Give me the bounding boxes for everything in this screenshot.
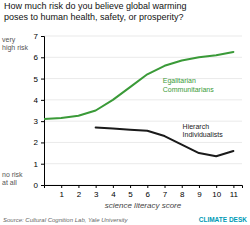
tick-mark [41,185,44,186]
text-line: Individualists [183,131,224,138]
tick-mark [113,185,114,188]
tick: 7 [34,32,44,41]
tick-label: 8 [180,190,185,199]
y-axis: 0 1 2 3 4 5 6 7 [34,32,45,190]
tick-mark [147,185,148,188]
tick-label: 1 [59,190,64,199]
grid-line [44,57,242,58]
tick: 11 [230,185,239,199]
grid-line [44,121,242,122]
tick: 4 [34,96,44,105]
grid-line [44,142,242,143]
tick-mark [41,142,44,143]
annotation: no riskat all [2,171,23,186]
tick: 3 [94,185,99,199]
grid-line [44,36,242,37]
annotation: veryhigh risk [2,36,29,52]
tick-label: 5 [128,190,133,199]
tick-label: 9 [197,190,202,199]
tick: 9 [197,185,202,199]
tick: 5 [34,75,44,84]
text-line: poses to human health, safety, or prospe… [4,12,183,22]
tick-label: 4 [111,190,116,199]
tick-mark [41,121,44,122]
tick-mark [78,185,79,188]
tick: 6 [146,185,151,199]
tick: 2 [34,138,44,147]
series-line [44,52,233,119]
tick: 5 [128,185,133,199]
axis-line [41,37,45,186]
tick-mark [233,185,234,188]
tick-label: 3 [34,117,39,126]
tick-mark [41,79,44,80]
tick-label: 3 [94,190,99,199]
tick-mark [182,185,183,188]
chart: How much risk do you believe global warm… [0,0,250,225]
tick-mark [61,185,62,188]
tick-label: 0 [34,181,39,190]
tick-label: 2 [77,190,82,199]
tick-label: 4 [34,96,39,105]
tick: 8 [180,185,185,199]
tick: 3 [34,117,44,126]
tick-mark [41,100,44,101]
text-line: Hierarch [183,123,210,130]
series-label: HierarchIndividualists [183,123,224,138]
x-label: science literacy score [105,201,182,210]
tick-mark [199,185,200,188]
tick: 4 [111,185,116,199]
tick-label: 7 [34,32,39,41]
text-line: How much risk do you believe global warm… [4,1,187,11]
tick-mark [96,185,97,188]
tick-mark [41,57,44,58]
text-line: high risk [2,44,29,52]
title: How much risk do you believe global warm… [4,1,187,22]
grid-line [44,99,242,100]
grid-line [44,163,242,164]
source: Source: Cultural Cognition Lab, Yale Uni… [3,217,129,223]
plot-area [44,52,233,156]
tick: 7 [163,185,168,199]
tick-mark [216,185,217,188]
tick-label: 7 [163,190,168,199]
tick-label: 1 [34,160,39,169]
grid [44,36,242,185]
axis-line [45,186,243,189]
tick: 1 [34,160,44,169]
x-axis: 1 2 3 4 5 6 7 8 9 10 11 [45,185,243,199]
tick-label: 10 [212,190,221,199]
text-line: Egalitarian [163,77,196,85]
tick: 2 [77,185,82,199]
tick-label: 2 [34,138,39,147]
tick-label: 11 [230,190,239,199]
tick-label: 6 [34,53,39,62]
tick-label: 5 [34,75,39,84]
text-line: at all [2,179,17,186]
series-line [96,128,234,157]
tick-mark [165,185,166,188]
tick: 6 [34,53,44,62]
tick-mark [41,36,44,37]
text-line: very [2,36,16,44]
text-line: no risk [2,171,23,178]
tick: 0 [34,181,44,190]
tick: 1 [59,185,64,199]
tick-mark [41,164,44,165]
brand: CLIMATE DESK [199,216,248,223]
tick-label: 6 [146,190,151,199]
series-label: EgalitarianCommunitarians [163,77,214,92]
tick: 10 [212,185,221,199]
text-line: Communitarians [163,86,214,93]
tick-mark [130,185,131,188]
